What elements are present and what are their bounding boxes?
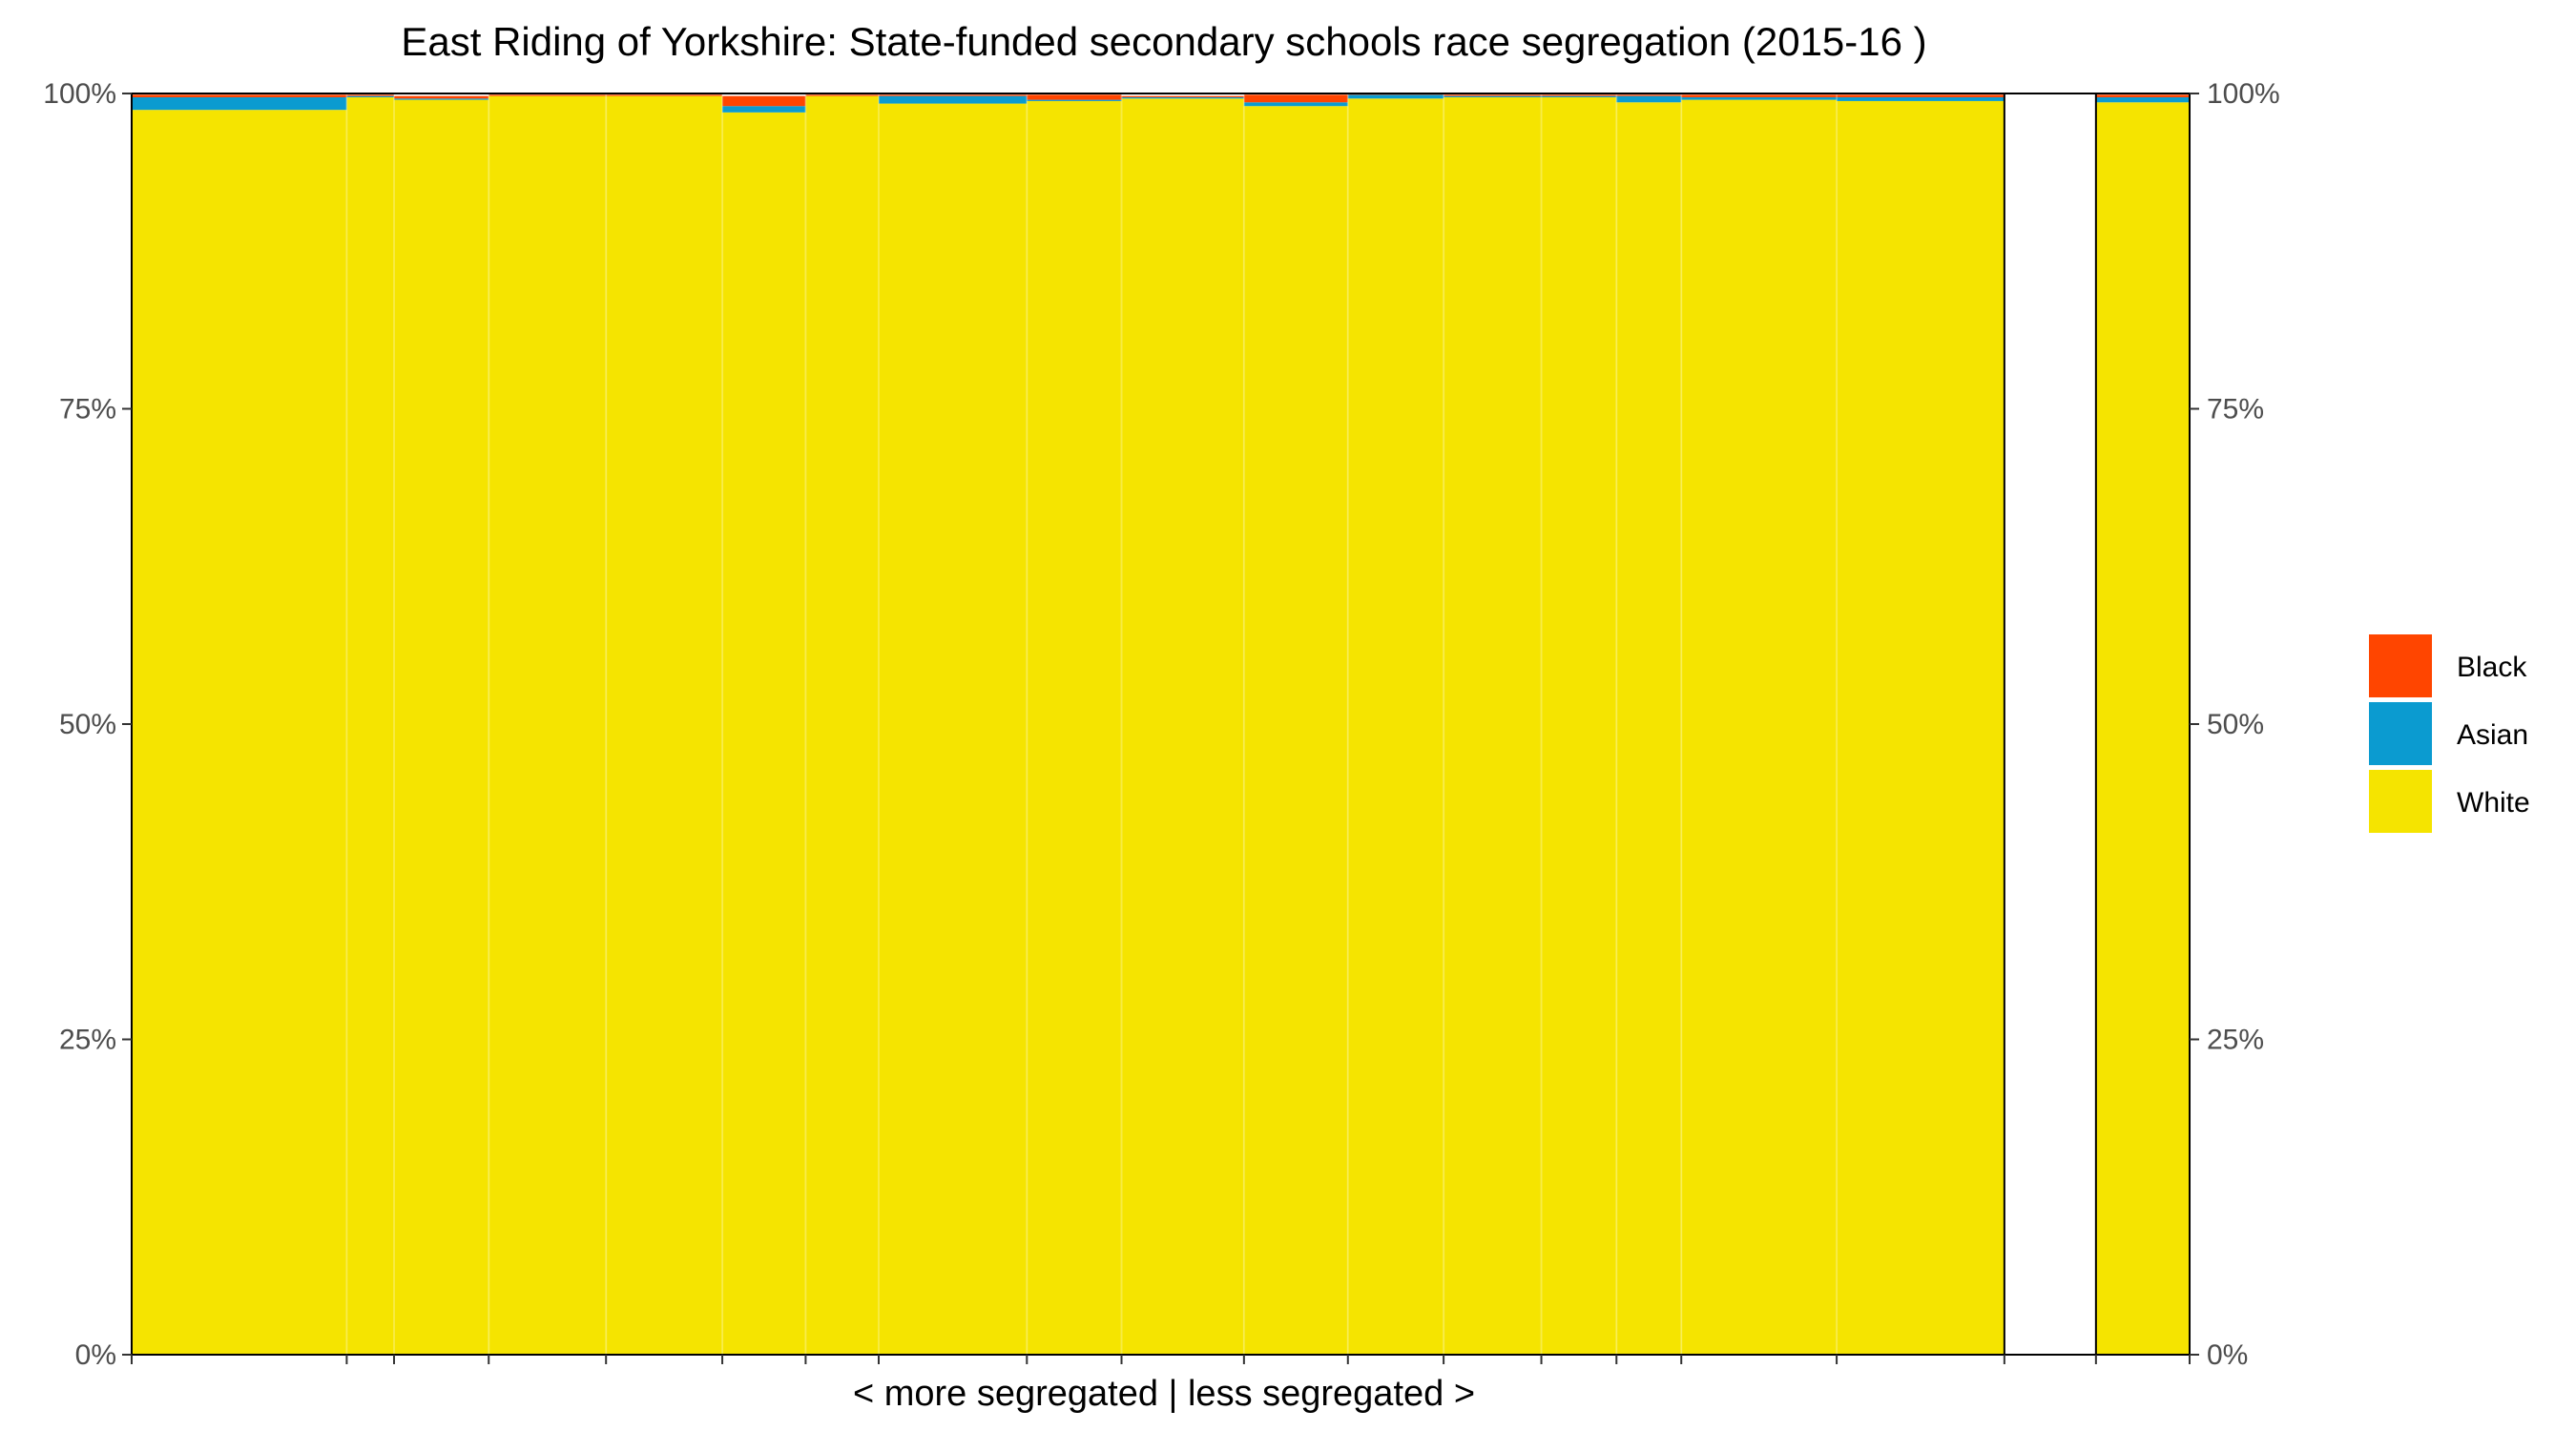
- school-bar-10-asian-segment: [1121, 96, 1244, 99]
- school-bar-2-white-segment: [346, 96, 395, 1355]
- school-bar-3-white-segment: [394, 99, 489, 1356]
- school-bar-17-black-segment: [1837, 94, 2005, 97]
- school-bar-15-white-segment: [1616, 102, 1682, 1355]
- y-tick-label-right: 25%: [2207, 1025, 2264, 1056]
- y-tick-label-right: 75%: [2207, 394, 2264, 425]
- school-bar-15-black-segment: [1616, 94, 1682, 96]
- school-bar-11-black-segment: [1243, 94, 1348, 103]
- school-bar-9-black-segment: [1027, 94, 1122, 100]
- school-bar-5-white-segment: [606, 95, 723, 1355]
- school-bar-3-black-segment: [394, 95, 489, 99]
- school-bar-7-white-segment: [805, 95, 879, 1355]
- school-bar-10-white-segment: [1121, 98, 1244, 1356]
- y-tick-label-right: 0%: [2207, 1339, 2248, 1371]
- school-bar-2-asian-segment: [346, 95, 395, 97]
- school-bar-15-asian-segment: [1616, 95, 1682, 103]
- school-bar-17-white-segment: [1837, 100, 2005, 1355]
- school-bar-9-white-segment: [1027, 100, 1122, 1355]
- school-bar-8-black-segment: [878, 94, 1028, 96]
- chart-title: East Riding of Yorkshire: State-funded s…: [401, 19, 1926, 64]
- school-bar-16-asian-segment: [1681, 96, 1838, 100]
- school-bar-6-white-segment: [722, 112, 806, 1356]
- school-bar-12-asian-segment: [1347, 94, 1444, 99]
- y-tick-label-right: 50%: [2207, 709, 2264, 740]
- school-bar-4-black-segment: [488, 94, 607, 96]
- school-bar-9-asian-segment: [1027, 99, 1122, 101]
- school-bar-8-white-segment: [878, 103, 1028, 1355]
- school-bar-13-asian-segment: [1444, 95, 1542, 97]
- school-bar-13-black-segment: [1444, 94, 1542, 96]
- y-tick-label-left: 50%: [59, 709, 116, 740]
- school-bar-1-black-segment: [132, 94, 347, 97]
- school-bar-11-white-segment: [1243, 106, 1348, 1356]
- school-bar-12-white-segment: [1347, 98, 1444, 1356]
- bar-area: [131, 93, 2191, 1356]
- school-bar-8-asian-segment: [878, 95, 1028, 104]
- y-tick-label-left: 0%: [75, 1339, 116, 1371]
- y-tick-label-left: 100%: [43, 78, 116, 110]
- axes: 0% 0% 25% 25% 50% 50% 75% 75% 100% 100%: [43, 78, 2279, 1371]
- total-bar-asian-segment: [2095, 96, 2190, 103]
- legend-key-black: [2369, 634, 2432, 697]
- school-bar-14-asian-segment: [1541, 95, 1617, 97]
- x-axis-label: < more segregated | less segregated >: [853, 1374, 1475, 1414]
- school-bar-5-black-segment: [606, 94, 723, 96]
- school-bar-6-asian-segment: [722, 106, 806, 113]
- total-bar-white-segment: [2095, 102, 2190, 1355]
- school-bar-17-asian-segment: [1837, 96, 2005, 101]
- legend-label-asian: Asian: [2457, 719, 2528, 751]
- y-tick-label-right: 100%: [2207, 78, 2280, 110]
- school-bar-6-black-segment: [722, 95, 806, 107]
- school-bar-16-white-segment: [1681, 99, 1838, 1356]
- school-bar-14-white-segment: [1541, 96, 1617, 1355]
- school-bar-10-black-segment: [1121, 95, 1244, 97]
- school-bar-1-white-segment: [132, 110, 347, 1355]
- legend-key-asian: [2369, 702, 2432, 765]
- legend-key-white: [2369, 770, 2432, 833]
- school-bar-3-asian-segment: [394, 98, 489, 100]
- y-tick-label-left: 25%: [59, 1025, 116, 1056]
- school-bar-14-black-segment: [1541, 94, 1617, 96]
- school-bar-13-white-segment: [1444, 96, 1542, 1355]
- school-bar-2-black-segment: [346, 94, 395, 96]
- legend-label-white: White: [2457, 787, 2530, 819]
- legend-label-black: Black: [2457, 652, 2527, 683]
- school-bar-7-black-segment: [805, 94, 879, 96]
- school-bar-16-black-segment: [1681, 94, 1838, 97]
- school-bar-1-asian-segment: [132, 96, 347, 111]
- school-bar-11-asian-segment: [1243, 102, 1348, 107]
- school-bar-4-white-segment: [488, 95, 607, 1355]
- y-tick-label-left: 75%: [59, 394, 116, 425]
- total-bar-black-segment: [2095, 94, 2190, 97]
- legend: Black Asian White: [2369, 634, 2530, 833]
